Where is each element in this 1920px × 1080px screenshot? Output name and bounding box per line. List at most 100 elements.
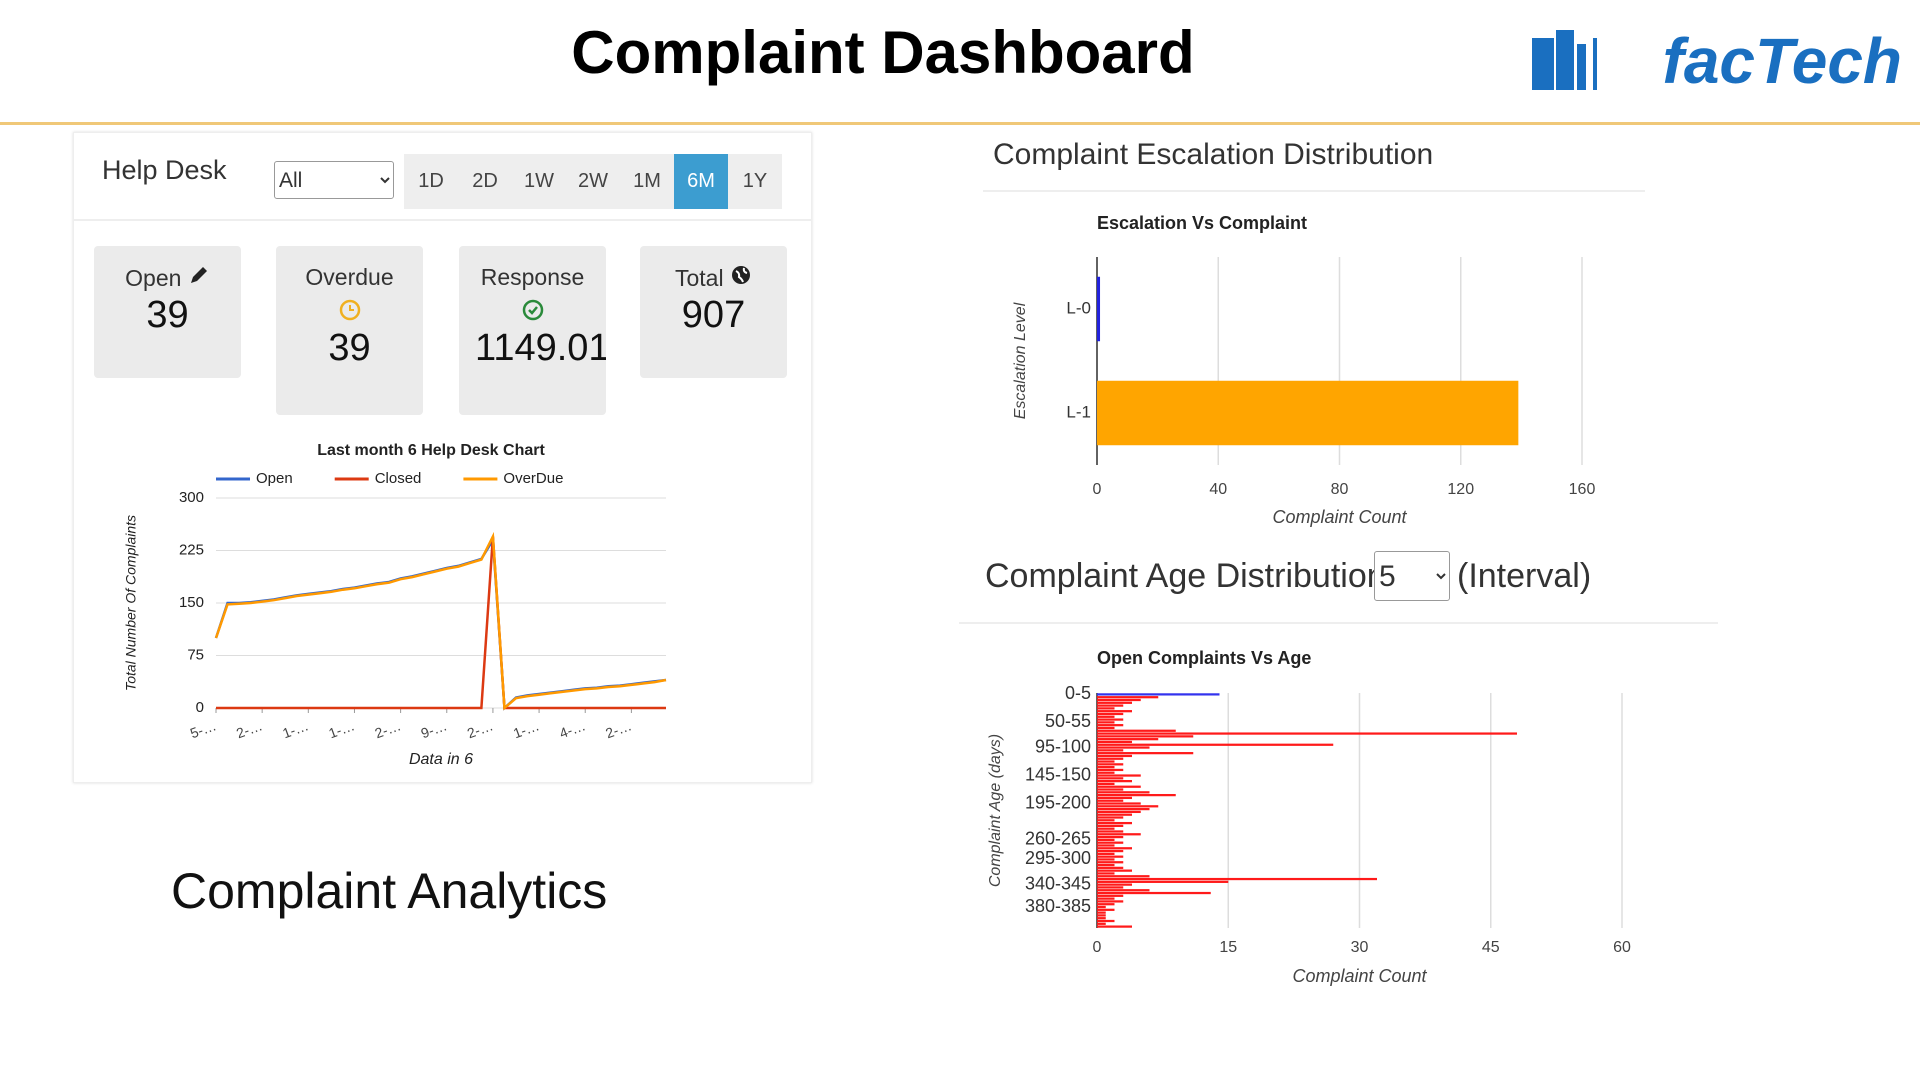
chart-title: Open Complaints Vs Age — [1097, 648, 1311, 668]
bar — [1097, 746, 1150, 749]
range-button[interactable]: 1D — [418, 170, 444, 192]
range-button[interactable]: 6M — [674, 154, 728, 209]
kpi-label-text: Total — [675, 265, 724, 291]
x-tick-label: 160 — [1569, 481, 1596, 498]
kpi-label-text: Open — [125, 265, 182, 291]
bar — [1097, 738, 1159, 741]
x-tick-label: 120 — [1447, 481, 1474, 498]
bar — [1097, 805, 1159, 808]
bar — [1097, 763, 1124, 766]
kpi-number: 1149.01 — [475, 327, 606, 369]
bar — [1097, 849, 1124, 853]
x-tick-label: 30 — [1351, 939, 1369, 956]
kpi-card: Overdue 39 — [276, 246, 423, 415]
y-tick-label: 340-345 — [1025, 873, 1091, 893]
bar — [1097, 925, 1132, 928]
y-axis-title: Complaint Age (days) — [987, 734, 1004, 887]
bar — [1097, 799, 1124, 802]
x-tick-label: 80 — [1331, 481, 1349, 498]
globe-icon — [731, 266, 750, 284]
chart-title: Escalation Vs Complaint — [1097, 213, 1307, 233]
panel-header: Help Desk All 1D 2D 1W 2W 1M 6M 1Y — [74, 133, 811, 221]
header-rule — [0, 122, 1920, 125]
bar — [1097, 866, 1124, 869]
range-button[interactable]: 1M — [633, 170, 661, 192]
x-axis-title: Complaint Count — [1272, 507, 1407, 527]
bar — [1097, 693, 1220, 696]
bar — [1097, 844, 1115, 847]
bar — [1097, 880, 1229, 883]
bar — [1097, 712, 1124, 716]
help-desk-panel: Help Desk All 1D 2D 1W 2W 1M 6M 1Y Open 39 Ove… — [73, 132, 812, 783]
bar — [1097, 782, 1115, 786]
bar — [1097, 707, 1115, 710]
section-rule — [959, 622, 1718, 624]
bar — [1097, 824, 1124, 828]
bar — [1097, 715, 1115, 718]
bar — [1097, 886, 1124, 889]
bar — [1097, 704, 1124, 707]
bar — [1097, 841, 1124, 844]
bar — [1097, 914, 1106, 917]
kpi-label: Open — [94, 264, 241, 292]
bar — [1097, 749, 1124, 752]
bar — [1097, 877, 1377, 881]
y-tick-label: 195-200 — [1025, 792, 1091, 812]
bar — [1097, 768, 1124, 772]
bar — [1097, 869, 1132, 872]
bar — [1097, 771, 1115, 774]
kpi-value: 1149.01min — [459, 327, 606, 370]
kpi-card: Response 1149.01min — [459, 246, 606, 415]
bar — [1097, 785, 1141, 788]
bar — [1097, 821, 1132, 825]
bar — [1097, 917, 1106, 920]
x-tick-label: 0 — [1093, 481, 1102, 498]
bar — [1097, 796, 1132, 800]
y-tick-label: L-1 — [1066, 402, 1091, 421]
bar — [1097, 827, 1115, 830]
y-axis-title: Escalation Level — [1012, 302, 1029, 419]
filter-select[interactable]: All — [274, 161, 394, 199]
range-button[interactable]: 2D — [472, 170, 498, 192]
range-button[interactable]: 1Y — [742, 170, 768, 192]
bar — [1097, 729, 1176, 732]
kpi-label: Total — [640, 264, 787, 292]
bar — [1097, 696, 1159, 699]
bar — [1097, 740, 1132, 744]
bar — [1097, 793, 1176, 797]
kpi-label: Response — [480, 264, 585, 290]
bar — [1097, 766, 1115, 769]
x-tick-label: 15 — [1219, 939, 1237, 956]
range-button[interactable]: 1W — [524, 170, 554, 192]
section-rule — [983, 190, 1645, 192]
bar — [1097, 791, 1150, 794]
bar — [1097, 908, 1115, 911]
y-tick-label: 50-55 — [1045, 711, 1091, 731]
range-button[interactable]: 2W — [578, 170, 608, 192]
bar — [1097, 743, 1334, 746]
bar — [1097, 698, 1141, 702]
panel-label: Help Desk — [102, 155, 227, 185]
bar — [1097, 810, 1141, 814]
bar — [1097, 911, 1106, 914]
bar — [1097, 905, 1106, 909]
clock-icon — [339, 299, 360, 321]
interval-select[interactable]: 5 — [1374, 551, 1450, 601]
bar — [1097, 726, 1115, 730]
bar — [1097, 802, 1141, 805]
bar — [1097, 710, 1132, 713]
bar — [1097, 774, 1141, 777]
section-heading: Complaint Escalation Distribution — [993, 138, 1434, 171]
bar — [1097, 852, 1115, 855]
bar — [1097, 889, 1150, 892]
bar — [1097, 847, 1132, 850]
bar — [1097, 724, 1124, 727]
bar — [1097, 922, 1106, 925]
bar — [1097, 875, 1150, 878]
x-tick-label: 0 — [1093, 939, 1102, 956]
y-tick-label: 145-150 — [1025, 764, 1091, 784]
section-heading: Complaint Age Distribution — [985, 557, 1386, 595]
x-tick-label: 60 — [1613, 939, 1631, 956]
